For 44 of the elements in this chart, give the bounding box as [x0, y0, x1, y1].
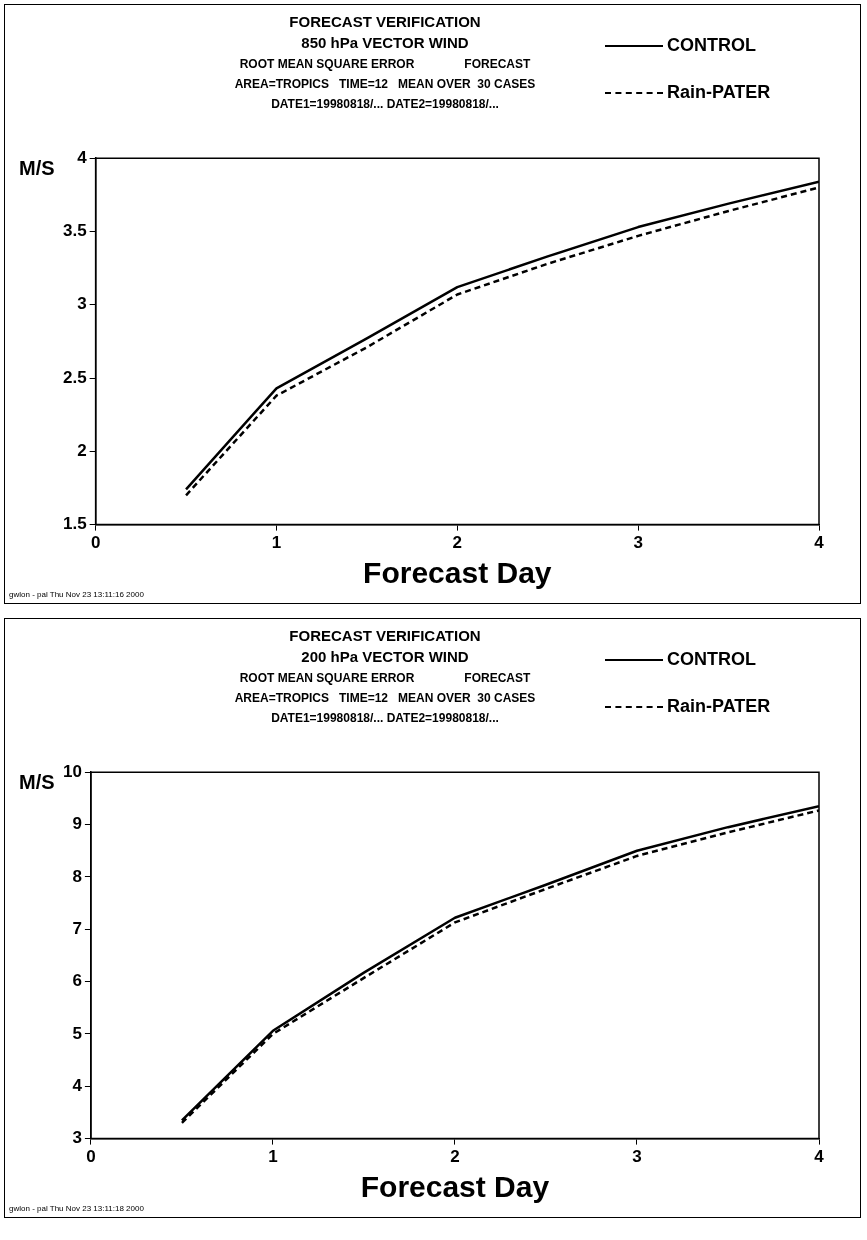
- y-tick-label: 7: [72, 918, 82, 938]
- chart-subtitle: 200 hPa VECTOR WIND: [300, 648, 470, 665]
- x-tick-label: 3: [632, 1147, 642, 1167]
- y-tick-label: 3.5: [62, 221, 87, 241]
- legend-label: Rain-PATER: [667, 696, 771, 717]
- x-tick-label: 4: [814, 533, 825, 553]
- text: gwlon - pal Thu Nov 23 13:11:16 2000: [9, 590, 144, 599]
- chart-subtitle: 850 hPa VECTOR WIND: [300, 34, 470, 51]
- text: AREA=TROPICS TIME=12 MEAN OVER 30 CASES: [233, 77, 537, 91]
- x-tick-label: 2: [450, 1147, 460, 1167]
- y-tick-label: 2.5: [62, 367, 87, 387]
- text: ROOT MEAN SQUARE ERROR FORECAST: [238, 671, 532, 685]
- y-tick-label: 8: [72, 866, 82, 886]
- y-tick-label: 10: [62, 761, 82, 781]
- x-tick-label: 0: [86, 1147, 96, 1167]
- x-tick-label: 0: [90, 533, 101, 553]
- y-tick-label: 3: [77, 294, 87, 314]
- y-tick-label: 2: [77, 441, 87, 461]
- x-tick-label: 3: [633, 533, 643, 553]
- y-tick-label: 3: [72, 1128, 82, 1148]
- chart-title: FORECAST VERIFICATION: [288, 627, 482, 644]
- y-tick-label: 9: [72, 814, 82, 834]
- text: AREA=TROPICS TIME=12 MEAN OVER 30 CASES: [233, 691, 537, 705]
- y-axis-title: M/S: [19, 771, 55, 794]
- x-axis-title: Forecast Day: [360, 1170, 550, 1204]
- y-axis-title: M/S: [19, 157, 55, 180]
- x-tick-label: 1: [271, 533, 282, 553]
- y-tick-label: 6: [72, 971, 82, 991]
- y-tick-label: 4: [77, 147, 88, 167]
- y-tick-label: 1.5: [62, 514, 87, 534]
- legend-label: Rain-PATER: [667, 82, 771, 103]
- legend-label: CONTROL: [667, 35, 756, 56]
- x-tick-label: 4: [814, 1147, 825, 1167]
- text: DATE1=19980818/... DATE2=19980818/...: [270, 97, 500, 111]
- y-tick-label: 5: [72, 1023, 82, 1043]
- chart-title: FORECAST VERIFICATION: [288, 13, 482, 30]
- x-tick-label: 1: [268, 1147, 278, 1167]
- text: DATE1=19980818/... DATE2=19980818/...: [270, 711, 500, 725]
- text: gwlon - pal Thu Nov 23 13:11:18 2000: [9, 1204, 144, 1213]
- y-tick-label: 4: [72, 1075, 83, 1095]
- x-axis-title: Forecast Day: [363, 556, 552, 590]
- x-tick-label: 2: [452, 533, 463, 553]
- text: ROOT MEAN SQUARE ERROR FORECAST: [238, 57, 532, 71]
- legend-label: CONTROL: [667, 649, 756, 670]
